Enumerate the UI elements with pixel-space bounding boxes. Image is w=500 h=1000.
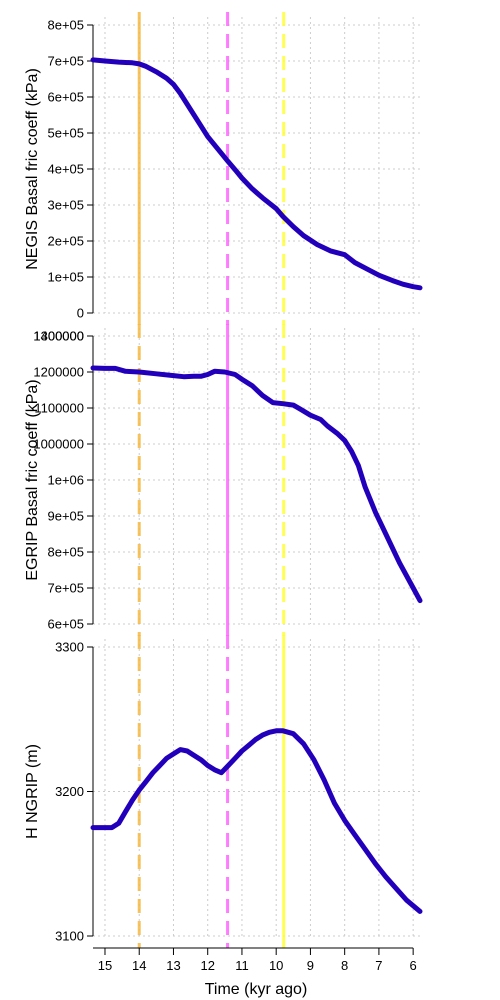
y-tick-label: 8e+05 <box>47 18 84 33</box>
y-tick-label: 3300 <box>55 640 84 655</box>
y-tick-label: 3200 <box>55 784 84 799</box>
y-tick-label: 6e+05 <box>47 617 84 632</box>
y-tick-label: 4e+05 <box>47 162 84 177</box>
x-tick-label: 14 <box>132 958 146 973</box>
y-axis-label: NEGIS Basal fric coeff (kPa) <box>24 68 41 270</box>
x-tick-label: 8 <box>341 958 348 973</box>
x-axis-label: Time (kyr ago) <box>205 981 308 998</box>
x-tick-label: 12 <box>200 958 214 973</box>
y-tick-label: 9e+05 <box>47 509 84 524</box>
y-tick-label: 1400000 <box>33 329 84 344</box>
y-tick-label: 8e+05 <box>47 545 84 560</box>
panel-2: 6e+05 7e+05 8e+05 9e+05 1e+06 1000000 1100000 1… <box>24 329 423 632</box>
y-tick-label: 1300000 <box>33 329 84 344</box>
y-tick-label: 1000000 <box>33 437 84 452</box>
x-tick-label: 6 <box>410 958 417 973</box>
y-tick-label: 7e+05 <box>47 54 84 69</box>
grid <box>93 17 420 937</box>
y-tick-label: 1100000 <box>34 401 84 416</box>
y-tick-label: 3e+05 <box>47 198 84 213</box>
series-line <box>90 728 423 914</box>
panel-3: 3100 3200 3300 H NGRIP (m) <box>24 640 423 944</box>
series-line <box>90 57 423 291</box>
y-axis-label: EGRIP Basal fric coeff (kPa) <box>24 379 41 580</box>
y-tick-label: 6e+05 <box>47 90 84 105</box>
y-tick-label: 1e+05 <box>47 270 84 285</box>
chart-panels: 0 1e+05 2e+05 3e+05 4e+05 5e+05 6e+05 7e+05 8e+0… <box>24 18 423 944</box>
y-tick-label: 1200000 <box>33 365 84 380</box>
panel-1: 0 1e+05 2e+05 3e+05 4e+05 5e+05 6e+05 7e+05 8e+0… <box>24 18 423 321</box>
x-tick-label: 11 <box>235 958 249 973</box>
time-markers <box>137 12 286 948</box>
x-tick-label: 15 <box>98 958 112 973</box>
y-axis-label: H NGRIP (m) <box>24 744 41 839</box>
x-tick-label: 9 <box>307 958 314 973</box>
y-tick-label: 5e+05 <box>47 126 84 141</box>
x-tick-label: 13 <box>166 958 180 973</box>
x-axis: 15 14 13 12 11 10 9 8 7 6 <box>93 947 417 973</box>
y-tick-label: 0 <box>77 306 84 321</box>
series-line <box>90 365 423 604</box>
y-tick-label: 1e+06 <box>47 473 84 488</box>
x-tick-label: 10 <box>269 958 283 973</box>
y-tick-label: 2e+05 <box>47 234 84 249</box>
y-tick-label: 3100 <box>55 929 84 944</box>
x-tick-label: 7 <box>375 958 382 973</box>
y-tick-label: 7e+05 <box>47 581 84 596</box>
